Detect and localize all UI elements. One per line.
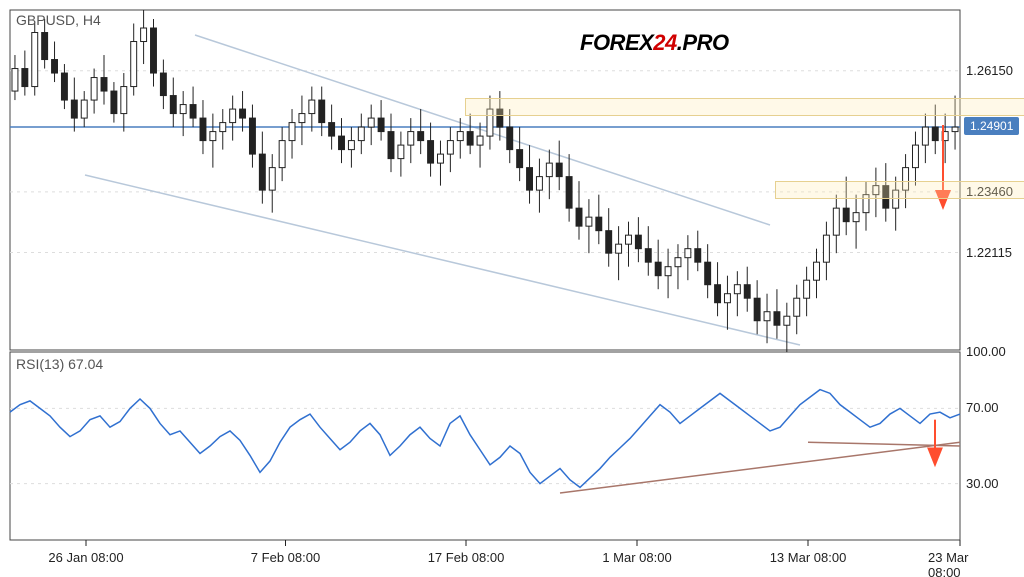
current-price-tag: 1.24901 bbox=[964, 117, 1019, 135]
logo-pro: .PRO bbox=[677, 30, 729, 55]
price-ytick: 1.22115 bbox=[966, 245, 1012, 260]
x-tick-label: 13 Mar 08:00 bbox=[770, 550, 847, 565]
rsi-ytick: 70.00 bbox=[966, 400, 999, 415]
support-resistance-zone bbox=[465, 98, 1024, 116]
chart-canvas[interactable] bbox=[0, 0, 1024, 577]
watermark-logo: FOREX24.PRO bbox=[580, 30, 729, 56]
logo-forex: FOREX bbox=[580, 30, 653, 55]
forex-chart: GBPUSD, H4 RSI(13) 67.04 FOREX24.PRO 1.2… bbox=[0, 0, 1024, 577]
x-tick-label: 1 Mar 08:00 bbox=[602, 550, 671, 565]
logo-num: 24 bbox=[653, 30, 676, 55]
rsi-ytick: 100.00 bbox=[966, 344, 1006, 359]
price-ytick: 1.26150 bbox=[966, 63, 1013, 78]
price-chart-title: GBPUSD, H4 bbox=[16, 12, 101, 28]
support-resistance-zone bbox=[775, 181, 1024, 199]
x-tick-label: 7 Feb 08:00 bbox=[251, 550, 320, 565]
x-tick-label: 17 Feb 08:00 bbox=[428, 550, 505, 565]
rsi-chart-title: RSI(13) 67.04 bbox=[16, 356, 103, 372]
x-tick-label: 26 Jan 08:00 bbox=[48, 550, 123, 565]
rsi-ytick: 30.00 bbox=[966, 476, 999, 491]
x-tick-label: 23 Mar 08:00 bbox=[928, 550, 992, 577]
